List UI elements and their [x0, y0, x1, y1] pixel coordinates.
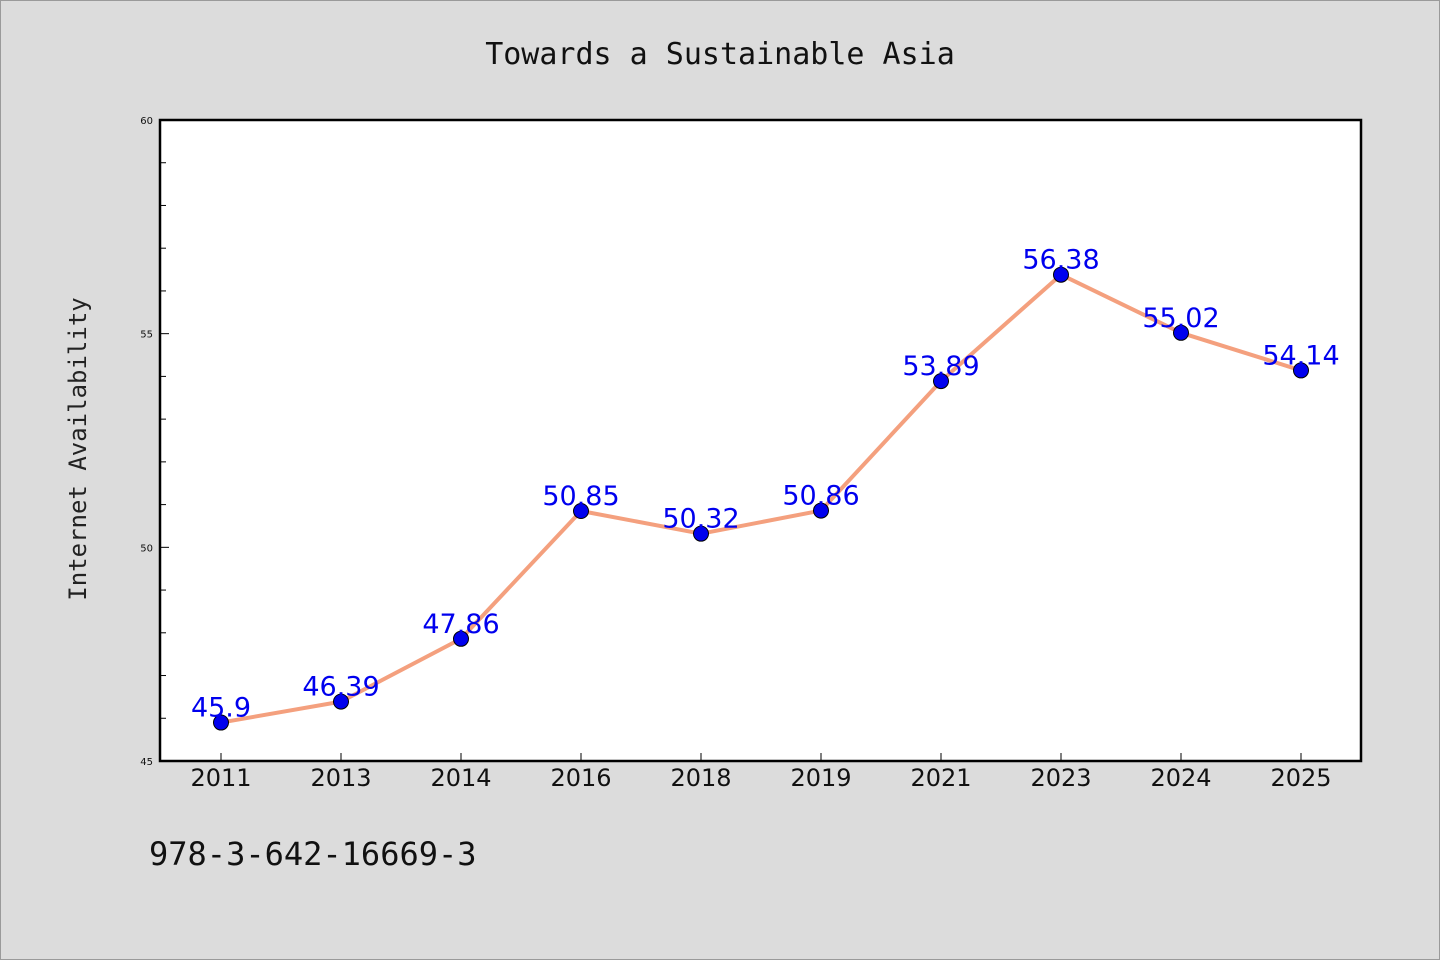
data-label: 45.9: [191, 693, 251, 724]
x-tick-label: 2023: [1030, 764, 1091, 792]
data-label: 47.86: [422, 609, 499, 640]
x-tick-label: 2021: [910, 764, 971, 792]
footer-code: 978-3-642-16669-3: [149, 835, 477, 873]
plot-frame: [158, 118, 1363, 763]
data-point: [693, 525, 709, 542]
series-line: [219, 272, 1303, 725]
y-tick-label: 45: [140, 757, 153, 768]
data-label: 54.14: [1262, 340, 1339, 371]
data-point: [453, 630, 469, 647]
x-tick-label: 2016: [550, 764, 611, 792]
x-axis: 2011 2013 2014 2016 2018 2019 2021 2023 2024 2025: [190, 753, 1332, 792]
data-label: 50.32: [662, 504, 739, 535]
data-label: 56.38: [1022, 245, 1099, 276]
series-line-group: [219, 272, 1303, 725]
x-tick-label: 2018: [670, 764, 731, 792]
data-label: 50.85: [542, 481, 619, 512]
y-axis-label: Internet Availability: [64, 297, 92, 600]
data-point: [333, 693, 349, 710]
x-tick-label: 2011: [190, 764, 251, 792]
data-point: [1173, 324, 1189, 341]
data-label: 55.02: [1142, 303, 1219, 334]
data-label: 46.39: [302, 672, 379, 703]
data-point: [213, 714, 229, 731]
x-tick-label: 2019: [790, 764, 851, 792]
data-point: [1053, 266, 1069, 283]
x-tick-label: 2014: [430, 764, 491, 792]
x-tick-label: 2013: [310, 764, 371, 792]
y-tick-label: 55: [140, 330, 153, 341]
y-tick-label: 50: [140, 543, 153, 554]
data-point: [573, 503, 589, 520]
data-point: [933, 373, 949, 390]
data-label: 53.89: [902, 351, 979, 382]
data-label-group: 45.9 46.39 47.86 50.85 50.32 50.86 53.89 56.38 5…: [191, 245, 1340, 724]
data-point: [1293, 362, 1309, 379]
marker-group: [213, 266, 1309, 731]
y-tick-label: 60: [140, 116, 153, 127]
x-tick-label: 2024: [1150, 764, 1211, 792]
chart-title: Towards a Sustainable Asia: [485, 37, 955, 72]
data-point: [813, 502, 829, 519]
plot-area: [160, 120, 1361, 761]
data-label: 50.86: [782, 481, 859, 512]
x-tick-label: 2025: [1270, 764, 1331, 792]
